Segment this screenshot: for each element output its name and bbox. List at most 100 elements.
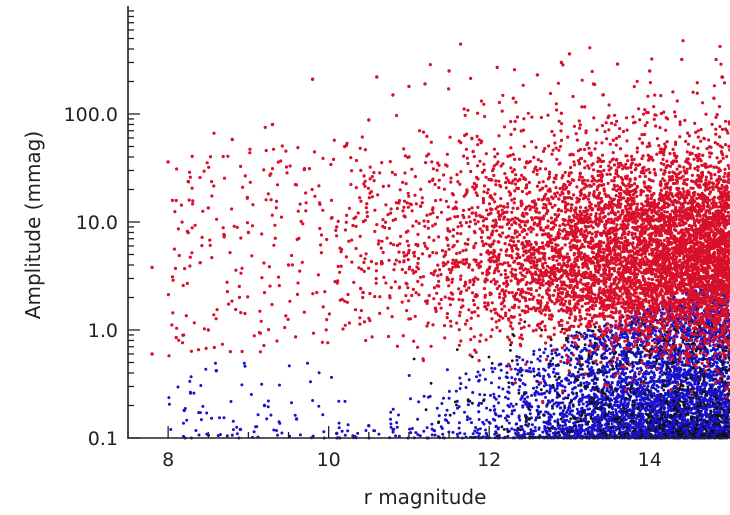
blue-point	[542, 377, 545, 380]
blue-point	[599, 341, 602, 344]
black-point	[603, 403, 606, 406]
blue-point	[542, 368, 545, 371]
blue-point	[674, 354, 677, 357]
blue-point	[497, 401, 500, 404]
blue-point	[532, 353, 535, 356]
blue-point	[519, 379, 522, 382]
blue-point	[593, 424, 596, 427]
blue-point	[678, 374, 681, 377]
blue-point	[593, 429, 596, 432]
blue-point	[569, 410, 572, 413]
blue-point	[569, 381, 572, 384]
black-point	[488, 356, 491, 359]
blue-point	[478, 402, 481, 405]
blue-point	[593, 372, 596, 375]
blue-point	[468, 378, 471, 381]
blue-point	[275, 429, 278, 432]
black-point	[664, 433, 667, 436]
blue-point	[205, 412, 208, 415]
blue-point	[574, 366, 577, 369]
blue-point	[299, 433, 302, 436]
blue-point	[625, 332, 628, 335]
blue-point	[544, 348, 547, 351]
blue-point	[676, 370, 679, 373]
blue-point	[716, 390, 719, 393]
blue-point	[534, 394, 537, 397]
blue-point	[500, 369, 503, 372]
blue-point	[502, 409, 505, 412]
blue-point	[561, 384, 564, 387]
blue-point	[547, 412, 550, 415]
black-point	[574, 417, 577, 420]
blue-point	[182, 422, 185, 425]
black-point	[692, 397, 695, 400]
blue-point	[576, 408, 579, 411]
blue-point	[721, 372, 724, 375]
blue-point	[544, 410, 547, 413]
black-point	[551, 357, 554, 360]
blue-point	[490, 367, 493, 370]
blue-point	[389, 411, 392, 414]
blue-point	[581, 349, 584, 352]
blue-point	[582, 403, 585, 406]
black-point	[597, 390, 600, 393]
blue-point	[440, 402, 443, 405]
black-point	[708, 433, 711, 436]
blue-point	[617, 393, 620, 396]
black-point	[540, 388, 543, 391]
blue-point	[672, 371, 675, 374]
blue-point	[197, 411, 200, 414]
blue-point	[675, 386, 678, 389]
black-point	[625, 354, 628, 357]
blue-point	[538, 412, 541, 415]
black-point	[682, 424, 685, 427]
blue-point	[523, 433, 526, 436]
blue-point	[440, 425, 443, 428]
blue-point	[484, 378, 487, 381]
blue-point	[562, 425, 565, 428]
blue-point	[643, 425, 646, 428]
blue-point	[663, 394, 666, 397]
blue-point	[596, 395, 599, 398]
blue-point	[563, 361, 566, 364]
blue-point	[724, 403, 727, 406]
blue-point	[726, 361, 729, 364]
blue-point	[448, 397, 451, 400]
blue-point	[585, 428, 588, 431]
blue-point	[455, 390, 458, 393]
blue-point	[518, 356, 521, 359]
blue-point	[471, 391, 474, 394]
blue-point	[559, 424, 562, 427]
blue-point	[692, 423, 695, 426]
black-point	[566, 397, 569, 400]
blue-point	[674, 358, 677, 361]
blue-point	[671, 396, 674, 399]
blue-point	[516, 363, 519, 366]
blue-point	[713, 391, 716, 394]
blue-point	[694, 360, 697, 363]
blue-point	[650, 376, 653, 379]
blue-point	[568, 349, 571, 352]
blue-point	[581, 396, 584, 399]
blue-point	[477, 410, 480, 413]
blue-point	[608, 348, 611, 351]
blue-point	[712, 363, 715, 366]
black-point	[520, 374, 523, 377]
blue-point	[562, 415, 565, 418]
blue-point	[218, 416, 221, 419]
blue-point	[615, 401, 618, 404]
blue-point	[694, 369, 697, 372]
blue-point	[337, 400, 340, 403]
blue-point	[589, 334, 592, 337]
black-point	[674, 413, 677, 416]
blue-point	[250, 393, 253, 396]
blue-point	[639, 356, 642, 359]
blue-point	[655, 415, 658, 418]
blue-point	[586, 395, 589, 398]
blue-point	[654, 433, 657, 436]
blue-point	[609, 397, 612, 400]
blue-point	[721, 417, 724, 420]
black-point	[651, 415, 654, 418]
blue-point	[683, 397, 686, 400]
blue-point	[200, 418, 203, 421]
